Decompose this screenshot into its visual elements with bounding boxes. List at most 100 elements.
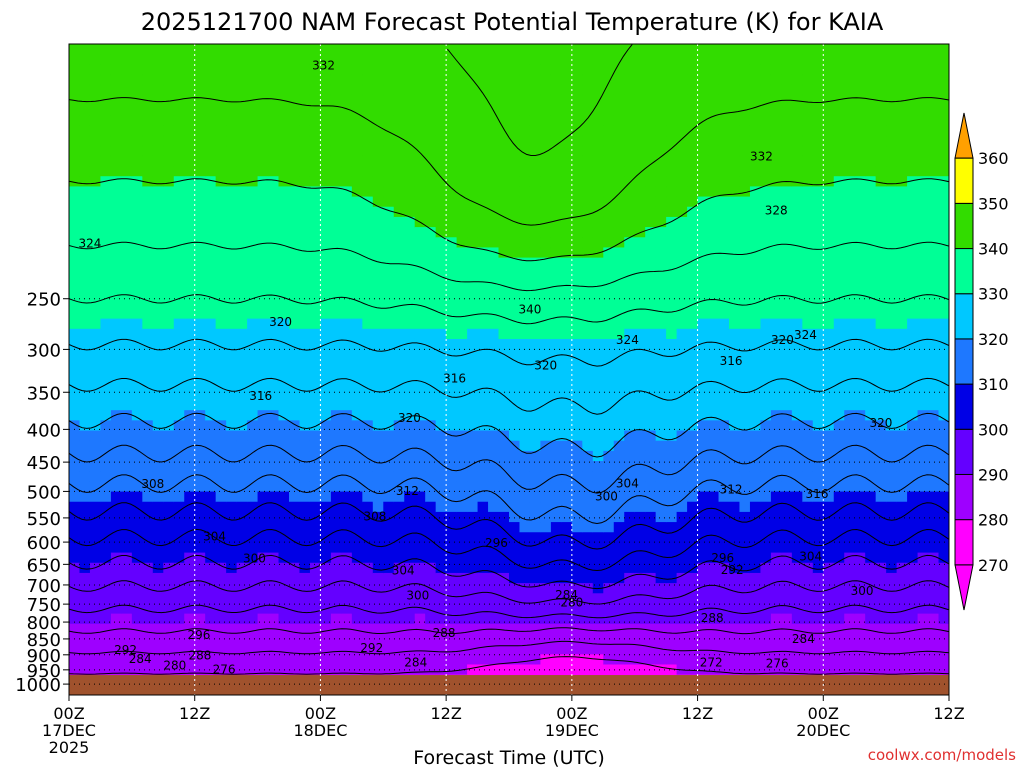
- heatmap-cell: [540, 633, 552, 645]
- heatmap-cell: [603, 54, 615, 65]
- heatmap-cell: [184, 410, 196, 421]
- heatmap-cell: [529, 237, 542, 249]
- heatmap-cell: [603, 227, 615, 238]
- heatmap-cell: [645, 308, 657, 320]
- heatmap-cell: [142, 481, 154, 493]
- heatmap-cell: [425, 623, 437, 635]
- heatmap-cell: [404, 288, 416, 299]
- heatmap-cell: [645, 552, 657, 564]
- heatmap-cell: [708, 74, 720, 86]
- heatmap-cell: [393, 125, 405, 137]
- heatmap-cell: [69, 450, 81, 462]
- heatmap-cell: [330, 115, 342, 126]
- heatmap-cell: [875, 623, 887, 635]
- heatmap-cell: [215, 644, 227, 655]
- heatmap-cell: [708, 288, 720, 299]
- heatmap-cell: [844, 308, 856, 320]
- heatmap-cell: [278, 338, 290, 350]
- heatmap-cell: [456, 369, 468, 381]
- heatmap-cell: [582, 654, 594, 666]
- heatmap-cell: [372, 491, 384, 503]
- heatmap-cell: [215, 613, 227, 625]
- heatmap-cell: [446, 522, 458, 533]
- heatmap-cell: [110, 105, 122, 116]
- heatmap-cell: [163, 206, 175, 218]
- heatmap-cell: [393, 593, 405, 605]
- heatmap-cell: [865, 359, 877, 371]
- heatmap-cell: [121, 633, 133, 645]
- heatmap-cell: [519, 450, 531, 462]
- heatmap-cell: [194, 481, 206, 493]
- heatmap-cell: [844, 84, 856, 96]
- heatmap-cell: [351, 613, 363, 625]
- heatmap-cell: [320, 105, 332, 116]
- heatmap-cell: [488, 125, 500, 137]
- heatmap-cell: [89, 552, 102, 564]
- heatmap-cell: [142, 64, 154, 76]
- heatmap-cell: [634, 379, 646, 391]
- heatmap-cell: [498, 593, 510, 605]
- heatmap-cell: [320, 644, 332, 655]
- heatmap-cell: [247, 308, 259, 320]
- heatmap-cell: [456, 613, 468, 625]
- heatmap-cell: [142, 400, 154, 411]
- heatmap-cell: [435, 450, 447, 462]
- heatmap-cell: [372, 603, 384, 615]
- heatmap-cell: [425, 379, 437, 391]
- heatmap-cell: [519, 491, 531, 503]
- heatmap-cell: [184, 267, 196, 279]
- heatmap-cell: [278, 74, 290, 86]
- heatmap-cell: [844, 206, 856, 218]
- heatmap-cell: [414, 400, 426, 411]
- heatmap-cell: [247, 84, 259, 96]
- heatmap-cell: [613, 349, 625, 360]
- heatmap-cell: [854, 644, 866, 655]
- heatmap-cell: [708, 633, 720, 645]
- heatmap-cell: [215, 166, 227, 177]
- heatmap-cell: [582, 603, 594, 615]
- heatmap-cell: [781, 227, 793, 238]
- heatmap-cell: [833, 522, 845, 533]
- heatmap-cell: [362, 74, 374, 86]
- heatmap-cell: [299, 481, 311, 493]
- heatmap-cell: [823, 583, 835, 594]
- heatmap-cell: [865, 633, 877, 645]
- heatmap-cell: [488, 501, 500, 513]
- heatmap-cell: [435, 308, 447, 320]
- heatmap-cell: [152, 267, 164, 279]
- heatmap-cell: [110, 633, 122, 645]
- heatmap-cell: [184, 196, 196, 208]
- heatmap-cell: [456, 349, 468, 360]
- heatmap-cell: [540, 654, 552, 666]
- heatmap-cell: [110, 450, 122, 462]
- heatmap-cell: [435, 572, 447, 584]
- heatmap-cell: [226, 369, 238, 381]
- heatmap-cell: [351, 338, 363, 350]
- heatmap-cell: [278, 125, 290, 137]
- heatmap-cell: [278, 155, 290, 167]
- heatmap-cell: [781, 267, 793, 279]
- heatmap-cell: [278, 400, 290, 411]
- heatmap-cell: [697, 623, 709, 635]
- heatmap-cell: [69, 227, 81, 238]
- heatmap-cell: [247, 328, 259, 340]
- heatmap-cell: [467, 257, 479, 269]
- heatmap-cell: [435, 664, 447, 676]
- heatmap-cell: [509, 389, 521, 401]
- heatmap-cell: [655, 338, 667, 350]
- heatmap-cell: [372, 288, 384, 299]
- heatmap-cell: [404, 603, 416, 615]
- heatmap-cell: [802, 471, 814, 482]
- heatmap-cell: [791, 196, 803, 208]
- heatmap-cell: [519, 501, 531, 513]
- heatmap-cell: [173, 511, 185, 523]
- heatmap-cell: [131, 338, 143, 350]
- heatmap-cell: [582, 511, 594, 523]
- heatmap-cell: [289, 216, 301, 228]
- heatmap-cell: [341, 572, 353, 584]
- heatmap-cell: [760, 379, 772, 391]
- heatmap-cell: [509, 318, 521, 330]
- heatmap-cell: [456, 176, 468, 188]
- heatmap-cell: [268, 288, 280, 299]
- heatmap-cell: [729, 359, 741, 371]
